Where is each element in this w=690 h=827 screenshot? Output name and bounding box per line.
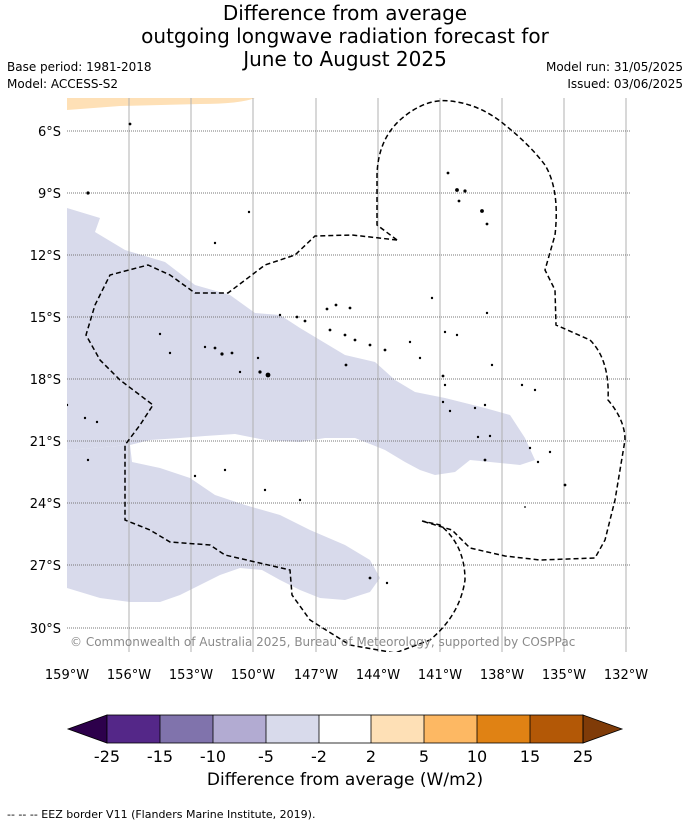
colorbar-tick: -15: [147, 747, 173, 766]
title-line-1: Difference from average: [222, 1, 468, 25]
lat-label: 30°S: [30, 622, 61, 637]
eez-border-west: [85, 234, 466, 652]
colorbar-tick: -10: [200, 747, 226, 766]
colorbar-bin: [266, 715, 319, 743]
map-area: © Commonwealth of Australia 2025, Bureau…: [67, 98, 630, 652]
lon-label: 141°W: [418, 668, 462, 683]
colorbar-tick: -25: [94, 747, 120, 766]
lat-label: 6°S: [38, 125, 61, 140]
title-line-3: June to August 2025: [243, 47, 447, 71]
longitude-gridlines: [128, 98, 627, 652]
negative-anomaly-band-north: [67, 208, 535, 475]
colorbar-tick: 25: [573, 747, 593, 766]
issued-date: Issued: 03/06/2025: [567, 77, 683, 91]
colorbar-tick: 10: [467, 747, 487, 766]
lat-label: 21°S: [30, 435, 61, 450]
lat-label: 24°S: [30, 497, 61, 512]
negative-anomaly-band-south: [67, 445, 380, 602]
colorbar-max-arrow: [582, 714, 624, 744]
eez-border-north: [376, 99, 626, 561]
latitude-labels: 6°S 9°S 12°S 15°S 18°S 21°S 24°S 27°S 30…: [30, 125, 61, 637]
colorbar-tick: 2: [366, 747, 376, 766]
colorbar-tick: -2: [311, 747, 327, 766]
lon-label: 144°W: [356, 668, 400, 683]
title-line-2: outgoing longwave radiation forecast for: [141, 24, 549, 48]
colorbar-bin: [319, 715, 371, 743]
colorbar-bin: [107, 715, 160, 743]
lat-label: 12°S: [30, 249, 61, 264]
colorbar-tick: -5: [258, 747, 274, 766]
colorbar-bin: [160, 715, 213, 743]
colorbar-bin: [424, 715, 477, 743]
meta-left: Base period: 1981-2018 Model: ACCESS-S2: [7, 59, 152, 93]
lon-label: 153°W: [169, 668, 213, 683]
colorbar-label: Difference from average (W/m2): [206, 770, 484, 790]
lon-label: 132°W: [604, 668, 648, 683]
lon-label: 147°W: [294, 668, 338, 683]
colorbar-tick: 5: [419, 747, 429, 766]
islands: [67, 122, 567, 585]
lon-label: 156°W: [107, 668, 151, 683]
colorbar-bin: [213, 715, 266, 743]
lon-label: 150°W: [231, 668, 275, 683]
lat-label: 9°S: [38, 187, 61, 202]
colorbar: -25 -15 -10 -5 -2 2 5 10 15 25: [66, 714, 624, 766]
model-run: Model run: 31/05/2025: [545, 60, 683, 74]
lon-label: 135°W: [542, 668, 586, 683]
lon-label: 159°W: [45, 668, 89, 683]
lon-label: 138°W: [480, 668, 524, 683]
lat-label: 27°S: [30, 559, 61, 574]
colorbar-bin: [477, 715, 530, 743]
positive-anomaly-region: [67, 98, 255, 110]
colorbar-bin: [530, 715, 583, 743]
model-name: Model: ACCESS-S2: [7, 77, 119, 91]
eez-legend-note: -- -- -- EEZ border V11 (Flanders Marine…: [7, 808, 316, 821]
colorbar-min-arrow: [66, 714, 108, 744]
colorbar-tick: 15: [520, 747, 540, 766]
longitude-labels: 159°W 156°W 153°W 150°W 147°W 144°W 141°…: [45, 668, 648, 683]
base-period: Base period: 1981-2018: [7, 60, 152, 74]
colorbar-bin: [371, 715, 424, 743]
map-title: Difference from average outgoing longwav…: [0, 2, 690, 71]
meta-right: Model run: 31/05/2025 Issued: 03/06/2025: [546, 59, 683, 93]
copyright-notice: © Commonwealth of Australia 2025, Bureau…: [70, 635, 575, 649]
lat-label: 18°S: [30, 373, 61, 388]
eez-borders: [85, 99, 626, 652]
lat-label: 15°S: [30, 311, 61, 326]
